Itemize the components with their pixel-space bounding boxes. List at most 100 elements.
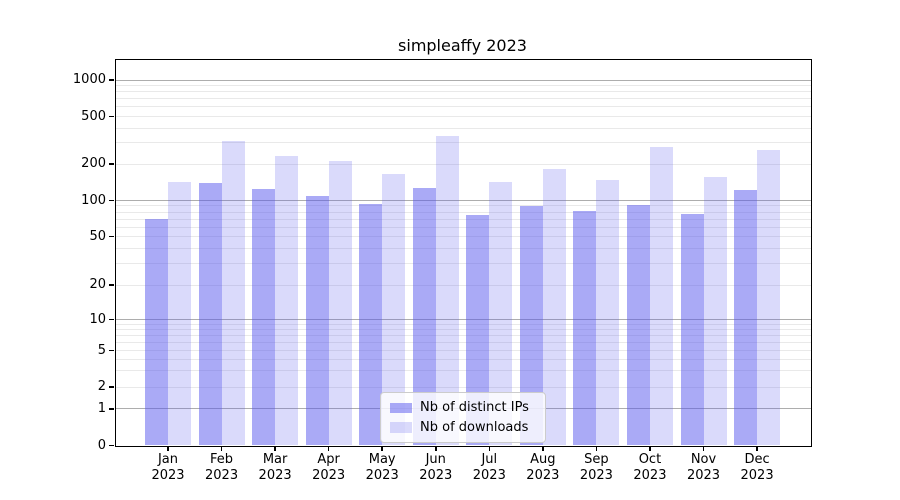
- x-tick-mark-mar: [274, 446, 276, 451]
- x-tick-label-feb: Feb 2023: [205, 452, 239, 483]
- legend-swatch-distinct-ips-icon: [390, 402, 412, 413]
- legend-row-downloads: Nb of downloads: [390, 418, 545, 438]
- x-tick-label-dec: Dec 2023: [740, 452, 774, 483]
- x-tick-label-sep: Sep 2023: [579, 452, 613, 483]
- gridline-minor-500: [116, 116, 811, 117]
- gridline-major-1000: [116, 79, 811, 81]
- x-tick-mark-jul: [488, 446, 491, 451]
- gridline-minor-6: [116, 341, 811, 343]
- bar-downloads-apr: [328, 161, 352, 446]
- gridline-minor-20: [116, 284, 811, 286]
- legend: Nb of distinct IPs Nb of downloads: [380, 392, 546, 443]
- x-tick-mark-may: [381, 446, 383, 451]
- y-tick-mark-50: [109, 235, 114, 238]
- gridline-minor-200: [116, 163, 811, 165]
- bar-downloads-dec: [757, 150, 781, 446]
- x-tick-mark-apr: [327, 446, 330, 451]
- y-tick-mark-0: [109, 444, 114, 447]
- y-tick-label-0: 0: [97, 437, 106, 453]
- bar-distinct-ips-jun: [412, 188, 436, 446]
- x-tick-mark-oct: [649, 446, 651, 451]
- x-tick-mark-aug: [542, 446, 544, 451]
- x-tick-label-jun: Jun 2023: [419, 452, 453, 483]
- gridline-minor-40: [116, 247, 811, 249]
- legend-swatch-downloads-icon: [390, 422, 412, 433]
- legend-label-distinct-ips: Nb of distinct IPs: [420, 400, 529, 416]
- gridline-minor-4: [116, 358, 811, 360]
- y-tick-label-10: 10: [89, 311, 106, 327]
- y-tick-label-500: 500: [81, 108, 106, 124]
- bar-downloads-oct: [649, 147, 673, 446]
- y-tick-label-20: 20: [89, 277, 106, 292]
- bar-distinct-ips-feb: [198, 182, 222, 446]
- x-tick-mark-nov: [702, 446, 705, 451]
- gridline-minor-60: [116, 226, 811, 228]
- gridline-minor-30: [116, 263, 811, 265]
- gridline-minor-70: [116, 218, 811, 220]
- gridline-minor-700: [116, 98, 811, 100]
- x-tick-label-apr: Apr 2023: [312, 452, 346, 483]
- y-tick-label-100: 100: [81, 192, 106, 208]
- x-tick-mark-jan: [167, 446, 169, 451]
- bar-downloads-mar: [275, 155, 299, 446]
- y-tick-mark-5: [109, 349, 114, 352]
- x-tick-label-oct: Oct 2023: [633, 452, 667, 483]
- gridline-minor-8: [116, 328, 811, 330]
- gridline-minor-400: [116, 127, 811, 129]
- x-tick-label-jan: Jan 2023: [151, 452, 185, 483]
- gridline-major-10: [116, 319, 811, 320]
- gridline-minor-800: [116, 91, 811, 93]
- plot-area: 0 1 2 5 10 20 50 100 200 500 1000 Jan 2023 Feb 2023 Mar…: [73, 59, 812, 483]
- bar-downloads-jun: [435, 136, 459, 446]
- legend-label-downloads: Nb of downloads: [420, 419, 529, 435]
- x-tick-label-mar: Mar 2023: [258, 452, 292, 483]
- y-tick-mark-200: [109, 163, 114, 165]
- bar-distinct-ips-aug: [519, 205, 543, 446]
- bar-distinct-ips-oct: [626, 204, 650, 446]
- bar-distinct-ips-jan: [145, 219, 168, 446]
- bar-distinct-ips-apr: [305, 196, 329, 446]
- gridline-minor-3: [116, 370, 811, 372]
- bar-downloads-jan: [168, 181, 191, 446]
- x-tick-mark-sep: [595, 446, 598, 451]
- gridline-minor-9: [116, 323, 811, 325]
- gridline-minor-600: [116, 106, 811, 108]
- y-tick-mark-10: [109, 318, 114, 321]
- y-tick-mark-1: [109, 408, 114, 410]
- bar-distinct-ips-nov: [680, 214, 704, 446]
- y-tick-label-50: 50: [89, 228, 106, 244]
- bar-downloads-jul: [489, 182, 513, 446]
- x-tick-label-aug: Aug 2023: [526, 452, 560, 483]
- y-tick-label-5: 5: [97, 342, 106, 358]
- legend-row-distinct-ips: Nb of distinct IPs: [390, 398, 545, 418]
- y-tick-mark-1000: [109, 79, 114, 81]
- x-tick-label-jul: Jul 2023: [472, 452, 506, 483]
- gridline-minor-80: [116, 211, 811, 213]
- x-tick-mark-jun: [435, 446, 437, 451]
- bar-distinct-ips-may: [359, 203, 383, 446]
- bar-downloads-may: [382, 173, 406, 446]
- x-tick-label-may: May 2023: [365, 452, 399, 483]
- y-tick-label-1000: 1000: [72, 72, 106, 87]
- gridline-minor-5: [116, 350, 811, 351]
- y-tick-label-200: 200: [81, 156, 106, 171]
- bar-distinct-ips-sep: [573, 210, 597, 446]
- y-tick-label-2: 2: [97, 379, 106, 395]
- gridline-minor-7: [116, 334, 811, 336]
- gridline-minor-90: [116, 205, 811, 207]
- y-tick-mark-2: [109, 386, 114, 388]
- y-tick-mark-500: [109, 115, 114, 118]
- x-tick-label-nov: Nov 2023: [686, 452, 721, 483]
- gridline-minor-2: [116, 386, 811, 388]
- x-tick-mark-feb: [220, 446, 223, 451]
- chart-title: simpleaffy 2023: [398, 36, 527, 55]
- gridline-minor-300: [116, 142, 811, 144]
- bar-downloads-sep: [596, 180, 620, 446]
- bar-downloads-nov: [703, 177, 727, 446]
- y-tick-mark-20: [109, 284, 114, 286]
- bar-distinct-ips-jul: [466, 214, 490, 446]
- x-tick-mark-dec: [756, 446, 758, 451]
- bar-distinct-ips-mar: [252, 189, 276, 446]
- gridline-minor-50: [116, 236, 811, 237]
